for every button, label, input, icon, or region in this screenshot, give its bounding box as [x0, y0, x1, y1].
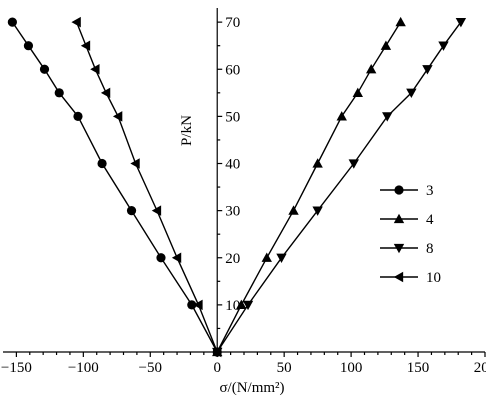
x-tick-label: −150: [1, 360, 32, 376]
data-point-8: [242, 300, 254, 311]
data-point-8: [348, 159, 359, 169]
x-tick-label: −50: [139, 360, 162, 376]
series-line-10: [75, 21, 218, 353]
data-point-10: [90, 64, 100, 75]
legend-marker-8: [393, 243, 405, 254]
data-point-10: [171, 252, 182, 263]
data-point-3: [187, 300, 197, 310]
data-point-3: [54, 88, 64, 98]
x-axis-title: σ/(N/mm²): [219, 380, 284, 396]
x-tick-label: 100: [340, 360, 363, 376]
series-line-3: [11, 21, 218, 353]
data-point-10: [151, 205, 162, 216]
data-point-3: [23, 41, 34, 51]
data-point-4: [336, 111, 347, 121]
data-point-4: [395, 16, 406, 27]
axes-group: −150 −100 −50 0 50 100 150 200 10 20 30 40 50 60 70: [1, 8, 486, 376]
data-point-8: [422, 65, 433, 75]
data-point-10: [112, 111, 123, 122]
data-point-8: [455, 17, 467, 28]
data-point-8: [406, 88, 417, 99]
x-tick-label: 150: [407, 360, 430, 376]
series-10: [71, 16, 222, 358]
data-point-3: [126, 206, 137, 216]
data-point-3: [39, 64, 50, 74]
series-3: [7, 17, 222, 357]
data-point-8: [276, 253, 287, 263]
data-point-4: [365, 64, 377, 74]
series-line-4: [216, 21, 402, 353]
x-tick-label: 0: [213, 360, 221, 376]
legend-item-3: 3: [380, 183, 434, 199]
series-layer: [7, 16, 467, 358]
data-point-4: [312, 158, 323, 168]
data-point-10: [80, 40, 91, 51]
y-tick-label: 30: [225, 204, 240, 220]
legend-label: 3: [426, 183, 434, 199]
data-point-8: [312, 206, 323, 216]
legend-label: 10: [426, 270, 441, 286]
data-point-3: [97, 158, 107, 169]
data-point-8: [382, 112, 393, 122]
data-point-10: [130, 158, 140, 169]
series-line-8: [216, 21, 462, 353]
data-point-10: [71, 16, 81, 28]
x-tick-label: 50: [277, 360, 292, 376]
legend-marker-3: [394, 185, 404, 195]
data-point-3: [156, 253, 166, 263]
legend-item-10: 10: [380, 270, 441, 286]
data-point-4: [261, 252, 272, 262]
data-point-8: [438, 41, 449, 51]
series-4: [212, 16, 406, 357]
y-tick-label: 60: [225, 62, 240, 78]
y-tick-label: 20: [225, 251, 240, 267]
legend-item-4: 4: [380, 212, 434, 228]
legend-marker-10: [393, 271, 404, 283]
data-point-3: [7, 17, 17, 27]
data-point-3: [73, 111, 83, 121]
legend-label: 4: [426, 212, 434, 228]
y-tick-label: 50: [225, 109, 240, 125]
y-tick-label: 10: [225, 298, 240, 314]
y-tick-label: 70: [225, 15, 240, 31]
y-tick-label: 40: [225, 157, 240, 173]
data-point-10: [100, 87, 111, 99]
legend: 3 4 8 10: [380, 183, 441, 286]
legend-label: 8: [426, 241, 434, 257]
data-point-10: [193, 299, 203, 311]
x-tick-label: 200: [474, 360, 486, 376]
data-point-4: [352, 87, 364, 97]
data-point-4: [236, 299, 247, 310]
data-point-10: [212, 346, 222, 358]
legend-item-8: 8: [380, 241, 434, 257]
legend-marker-4: [393, 213, 405, 224]
data-point-4: [288, 205, 299, 215]
y-axis-title: P/kN: [179, 115, 195, 146]
data-point-4: [380, 40, 392, 50]
x-tick-label: −100: [68, 360, 99, 376]
